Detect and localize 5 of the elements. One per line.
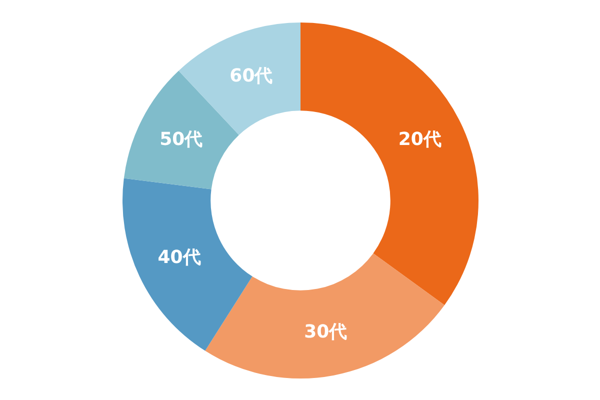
slice-label: 40代: [158, 247, 201, 268]
slice-label: 30代: [304, 322, 348, 343]
slice-label: 50代: [160, 129, 203, 150]
slice-label: 20代: [398, 129, 442, 150]
slice-label: 60代: [230, 65, 273, 86]
